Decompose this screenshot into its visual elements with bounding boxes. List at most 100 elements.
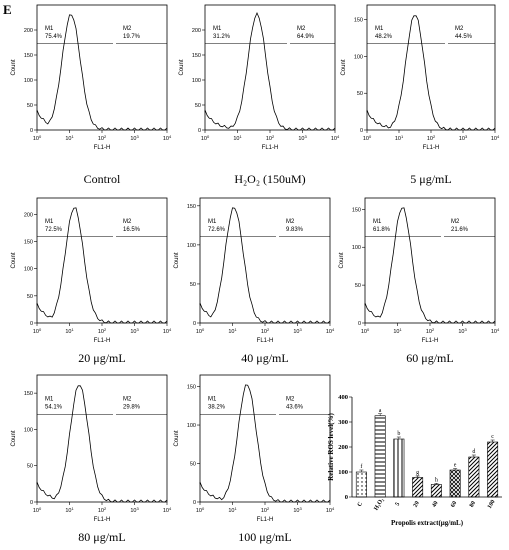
x-tick-label: 100 [487,499,497,510]
x-tick-label: 80 [469,500,477,508]
gate-m2-name: M2 [286,396,295,402]
x-tick-label: 104 [326,506,335,514]
y-tick-label: 50 [27,464,33,470]
gate-m2-percent: 9.83% [286,227,304,233]
x-tick-label: 103 [293,327,302,335]
bar [449,469,461,498]
x-tick-label: 104 [331,134,340,142]
x-tick-label: 102 [98,327,107,335]
bar [468,456,480,498]
significance-letter: a [379,408,382,414]
significance-letter: g [416,470,419,476]
y-tick-label: 150 [24,391,33,397]
y-tick-label: 400 [338,394,348,401]
histogram-curve [199,384,331,503]
y-axis-label: Count [174,252,180,268]
y-tick-label: 150 [187,204,196,210]
x-tick-label: 100 [196,506,205,514]
y-tick-label: 200 [338,444,348,451]
y-axis-label: Count [11,430,17,446]
x-axis-label: Propolis extract(μg/mL) [391,519,464,527]
x-axis-label: FL1-H [94,517,111,523]
x-tick-label: 102 [261,506,270,514]
y-tick-label: 50 [27,294,33,300]
gate-m1-percent: 54.1% [45,404,63,410]
x-tick-label: 100 [33,506,42,514]
gate-m1-name: M1 [208,219,217,225]
y-axis-label: Count [341,59,347,75]
bar [487,441,499,498]
x-tick-label: 100 [361,327,370,335]
gate-m2-name: M2 [451,219,460,225]
gate-m1-percent: 61.8% [373,227,391,233]
y-tick-label: 300 [338,419,348,426]
x-axis-label: FL1-H [262,145,279,151]
gate-m1-name: M1 [45,26,54,32]
x-tick-label: 101 [233,134,242,142]
y-tick-label: 0 [193,321,196,327]
plot-frame [36,4,168,131]
panel-caption: Control [84,172,121,186]
y-tick-label: 50 [355,283,361,289]
y-tick-label: 150 [192,53,201,59]
bar [430,484,442,498]
gate-m1-percent: 31.2% [213,34,231,40]
gate-m2-percent: 44.5% [455,34,473,40]
y-tick-label: 50 [27,103,33,109]
panel-caption: 80 μg/mL [78,530,125,544]
gate-m2-percent: 19.7% [123,34,141,40]
significance-letter: h [435,477,438,483]
y-tick-label: 150 [187,385,196,391]
y-tick-label: 100 [352,245,361,251]
y-tick-label: 150 [354,18,363,24]
histogram-curve [36,385,168,503]
gate-m1-percent: 72.5% [45,227,63,233]
x-axis-label: FL1-H [257,517,274,523]
gate-m1-name: M1 [375,26,384,32]
x-tick-label: 100 [363,134,372,142]
x-tick-label: 101 [65,506,74,514]
x-tick-label: 103 [130,327,139,335]
histogram-panel: 0 50 100 150 100 101 102 103 104 FL1-H Count M1 61.8… [339,197,500,365]
histogram-panel: 0 50 100 150 100 101 102 103 104 FL1-H Count M1 38.2… [174,374,335,544]
x-axis-label: FL1-H [257,338,274,344]
significance-letter: c [491,434,494,440]
y-axis-label: Count [339,252,345,268]
gate-m2-name: M2 [286,219,295,225]
y-tick-label: 0 [193,500,196,506]
histogram-panel: 0 50 100 150 100 101 102 103 104 FL1-H Count M1 54.1… [11,374,172,544]
x-tick-label: 104 [163,506,172,514]
significance-letter: f [360,463,362,470]
x-tick-label: H₂O₂ [373,497,385,511]
x-tick-label: 104 [163,134,172,142]
gate-m1-percent: 72.6% [208,227,226,233]
panel-caption: 100 μg/mL [238,530,291,544]
panel-caption: 20 μg/mL [78,351,125,365]
y-axis-label: Count [179,59,185,75]
gate-m1-name: M1 [208,396,217,402]
x-tick-label: 104 [491,134,500,142]
x-tick-label: 101 [65,327,74,335]
x-tick-label: 40 [431,500,439,508]
bar [374,415,386,498]
x-tick-label: 103 [293,506,302,514]
x-tick-label: 20 [413,500,421,508]
y-tick-label: 150 [24,239,33,245]
panel-caption: 5 μg/mL [410,172,451,186]
x-tick-label: 101 [65,134,74,142]
y-tick-label: 150 [352,207,361,213]
bar [355,471,367,498]
y-tick-label: 50 [190,282,196,288]
gate-m1-percent: 75.4% [45,34,63,40]
y-tick-label: 0 [345,494,348,501]
y-tick-label: 100 [192,78,201,84]
gate-m1-name: M1 [373,219,382,225]
x-tick-label: 103 [459,134,468,142]
histogram-curve [366,15,496,131]
y-axis-label: Relative ROS level(%) [327,413,335,481]
x-axis-label: FL1-H [422,338,439,344]
x-tick-label: 101 [395,134,404,142]
bar [393,438,405,498]
y-tick-label: 0 [30,128,33,134]
